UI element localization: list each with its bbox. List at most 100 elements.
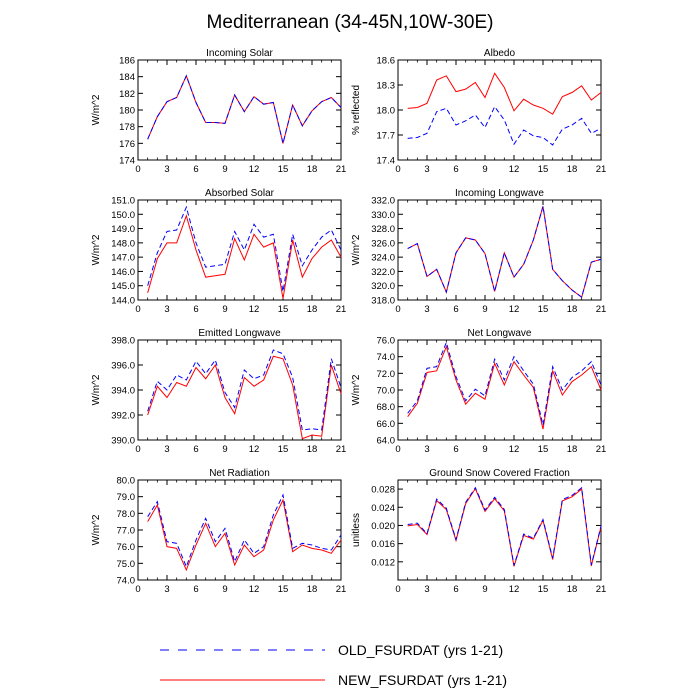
panel-title: Incoming Longwave (455, 188, 544, 199)
y-tick-label: 66.0 (377, 419, 396, 430)
x-tick-label: 3 (424, 304, 429, 315)
x-tick-label: 0 (395, 444, 400, 455)
plot-frame (397, 199, 602, 301)
legend-label-old: OLD_FSURDAT (yrs 1-21) (338, 642, 503, 658)
plot-frame (397, 479, 602, 581)
x-tick-label: 6 (453, 164, 458, 175)
y-tick-label: 176 (119, 139, 135, 150)
y-axis-label: W/m^2 (91, 374, 102, 405)
y-tick-label: 76.0 (117, 542, 136, 553)
y-tick-label: 184 (119, 72, 135, 83)
y-tick-label: 332.0 (371, 196, 395, 207)
series-line-old (407, 486, 602, 566)
panel-title: Net Radiation (209, 468, 270, 479)
x-tick-label: 15 (538, 304, 549, 315)
panel-1: Incoming Solar W/m^2 0 3 6 9 12 15 18 21 174 176 178… (91, 48, 346, 175)
x-tick-label: 9 (222, 584, 227, 595)
series-line-new (147, 498, 342, 572)
y-tick-label: 180 (119, 106, 135, 117)
y-tick-label: 322.0 (371, 267, 395, 278)
x-tick-label: 12 (509, 444, 520, 455)
y-tick-label: 182 (119, 89, 135, 100)
x-tick-label: 12 (509, 164, 520, 175)
x-tick-label: 6 (453, 444, 458, 455)
y-tick-label: 186 (119, 56, 135, 67)
x-tick-label: 21 (596, 304, 607, 315)
x-tick-label: 3 (424, 444, 429, 455)
x-tick-label: 21 (336, 164, 347, 175)
x-tick-label: 15 (278, 164, 289, 175)
plot-frame (397, 59, 602, 161)
legend: OLD_FSURDAT (yrs 1-21) NEW_FSURDAT (yrs 1… (160, 642, 507, 688)
x-tick-label: 15 (538, 444, 549, 455)
x-tick-label: 12 (249, 444, 260, 455)
y-axis-label: % reflected (351, 85, 362, 135)
series-line-new (147, 74, 342, 144)
x-tick-label: 18 (567, 304, 578, 315)
plot-frame (137, 59, 342, 161)
panel-7: Net Radiation W/m^2 0 3 6 9 12 15 18 21 74.0 75.0 76… (91, 468, 346, 595)
x-tick-label: 6 (193, 584, 198, 595)
y-tick-label: 79.0 (117, 492, 136, 503)
x-tick-label: 6 (193, 304, 198, 315)
panel-grid: Incoming Solar W/m^2 0 3 6 9 12 15 18 21 174 176 178… (91, 48, 606, 595)
x-tick-label: 0 (135, 444, 140, 455)
y-tick-label: 396.0 (111, 361, 135, 372)
y-tick-label: 390.0 (111, 436, 135, 447)
y-tick-label: 147.0 (111, 253, 135, 264)
panel-title: Net Longwave (468, 328, 532, 339)
x-tick-label: 21 (596, 444, 607, 455)
y-tick-label: 392.0 (111, 411, 135, 422)
y-axis-label: W/m^2 (91, 234, 102, 265)
y-tick-label: 324.0 (371, 253, 395, 264)
y-tick-label: 0.020 (371, 521, 395, 532)
x-tick-label: 0 (395, 584, 400, 595)
x-tick-label: 18 (307, 444, 318, 455)
y-axis-label: W/m^2 (91, 514, 102, 545)
x-tick-label: 18 (307, 304, 318, 315)
y-tick-label: 74.0 (117, 576, 136, 587)
x-tick-label: 15 (538, 584, 549, 595)
x-tick-label: 18 (307, 584, 318, 595)
y-axis-label: W/m^2 (351, 374, 362, 405)
x-tick-label: 3 (424, 164, 429, 175)
x-tick-label: 6 (193, 164, 198, 175)
y-tick-label: 0.016 (371, 539, 395, 550)
x-tick-label: 15 (278, 444, 289, 455)
y-tick-label: 398.0 (111, 336, 135, 347)
x-tick-label: 18 (567, 584, 578, 595)
y-tick-label: 18.0 (377, 106, 396, 117)
y-tick-label: 145.0 (111, 281, 135, 292)
panel-title: Albedo (484, 48, 516, 59)
y-tick-label: 330.0 (371, 210, 395, 221)
x-tick-label: 0 (135, 584, 140, 595)
y-tick-label: 72.0 (377, 369, 396, 380)
y-tick-label: 146.0 (111, 267, 135, 278)
y-tick-label: 144.0 (111, 296, 135, 307)
y-tick-label: 148.0 (111, 238, 135, 249)
x-tick-label: 12 (249, 164, 260, 175)
plot-frame (137, 479, 342, 581)
legend-label-new: NEW_FSURDAT (yrs 1-21) (338, 672, 507, 688)
x-tick-label: 21 (596, 164, 607, 175)
plot-frame (397, 339, 602, 441)
y-axis-label: W/m^2 (351, 234, 362, 265)
x-tick-label: 9 (222, 304, 227, 315)
x-tick-label: 15 (538, 164, 549, 175)
y-tick-label: 0.024 (371, 503, 395, 514)
y-tick-label: 151.0 (111, 196, 135, 207)
x-tick-label: 0 (135, 164, 140, 175)
panel-8: Ground Snow Covered Fraction unitless 0 3 6 9… (351, 468, 606, 595)
x-tick-label: 15 (278, 584, 289, 595)
y-tick-label: 178 (119, 122, 135, 133)
panel-6: Net Longwave W/m^2 0 3 6 9 12 15 18 21 64.0 66.0 68.… (351, 328, 606, 455)
series-line-old (147, 349, 342, 431)
y-tick-label: 18.6 (377, 56, 396, 67)
series-line-new (407, 206, 602, 298)
y-tick-label: 318.0 (371, 296, 395, 307)
x-tick-label: 12 (249, 584, 260, 595)
y-tick-label: 80.0 (117, 476, 136, 487)
y-axis-label: unitless (351, 513, 362, 547)
x-tick-label: 3 (164, 444, 169, 455)
y-tick-label: 76.0 (377, 336, 396, 347)
